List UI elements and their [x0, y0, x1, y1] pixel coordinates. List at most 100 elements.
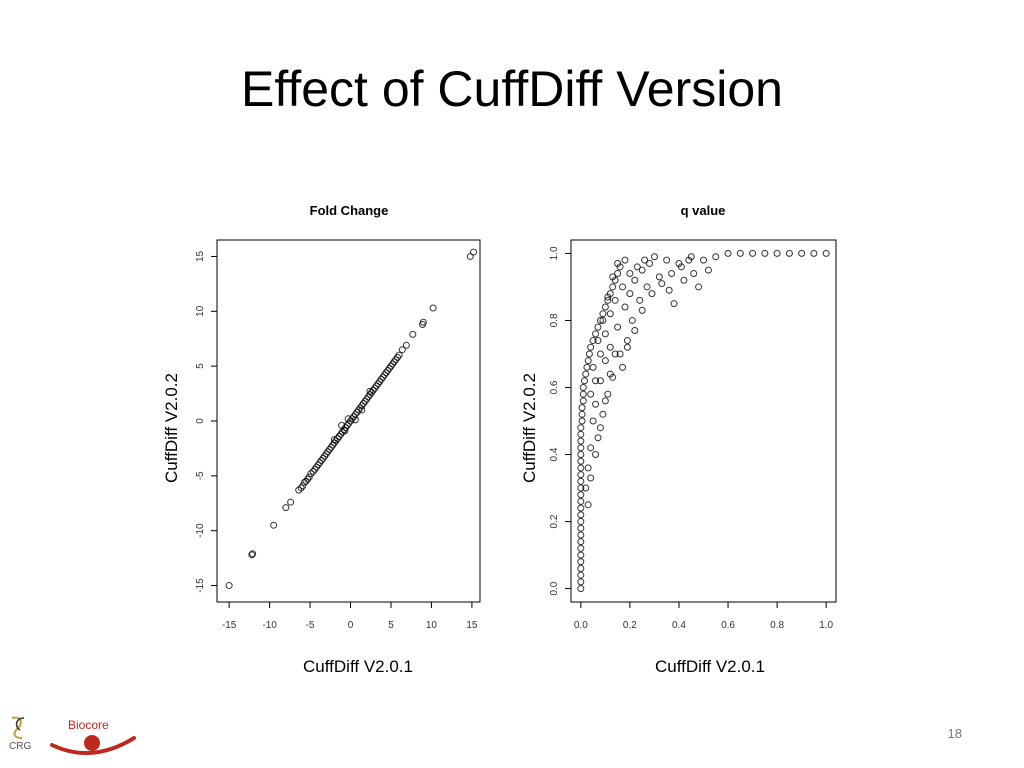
q-value-point: [626, 290, 634, 298]
fold-change-point: [302, 477, 310, 485]
fold-change-point: [345, 419, 353, 427]
fold-change-y-tick-label: 15: [195, 250, 206, 262]
q-value-point: [587, 343, 595, 351]
fold-change-point: [311, 465, 319, 473]
q-value-point: [700, 256, 707, 264]
fold-change-point: [366, 391, 374, 399]
q-value-point: [616, 350, 624, 358]
q-value-point: [621, 256, 629, 264]
fold-change-point: [351, 410, 359, 418]
q-value-point: [577, 430, 585, 438]
fold-change-point: [297, 484, 305, 492]
fold-change-y-label: CuffDiff V2.0.2: [162, 373, 181, 483]
fold-change-point: [392, 356, 400, 364]
q-value-point: [594, 337, 602, 345]
q-value-x-tick-label: 0.8: [770, 620, 784, 631]
q-value-point: [579, 383, 587, 391]
fold-change-point: [314, 461, 322, 469]
fold-change-point: [351, 416, 359, 424]
q-value-point: [690, 270, 698, 278]
q-value-point: [712, 253, 720, 261]
fold-change-point: [270, 521, 278, 529]
q-value-point: [621, 303, 629, 311]
q-value-y-ticks: 0.0 0.2 0.4 0.6 0.8 1.0: [549, 246, 571, 596]
q-value-point: [628, 316, 636, 324]
q-value-point: [646, 259, 654, 267]
q-value-x-tick-label: 0.6: [721, 620, 735, 631]
biocore-logo-text: Biocore: [68, 718, 109, 732]
q-value-point: [584, 357, 592, 365]
q-value-point: [589, 363, 597, 371]
q-value-point: [577, 464, 585, 472]
q-value-point: [704, 266, 712, 274]
page-number: 18: [947, 726, 962, 741]
q-value-plot: q value 0.0 0.2 0.4 0.6 0.8 1.0 0.00.20.40.60…: [520, 203, 837, 676]
biocore-logo: Biocore: [50, 718, 136, 755]
fold-change-point: [317, 456, 325, 464]
q-value-point: [577, 451, 585, 459]
fold-change-point: [316, 459, 324, 467]
fold-change-title: Fold Change: [310, 203, 389, 218]
q-value-point: [577, 471, 585, 479]
fold-change-y-tick-label: -10: [195, 523, 206, 538]
q-value-x-tick-label: 0.0: [574, 620, 588, 631]
q-value-point: [578, 417, 586, 425]
q-value-point: [658, 280, 666, 288]
slide-title: Effect of CuffDiff Version: [241, 61, 783, 117]
fold-change-point: [225, 582, 233, 590]
q-value-point: [577, 544, 585, 552]
q-value-point: [619, 363, 627, 371]
q-value-point: [604, 296, 612, 304]
fold-change-point: [330, 439, 338, 447]
q-value-point: [638, 306, 646, 314]
fold-change-point: [287, 498, 295, 506]
q-value-point: [611, 296, 619, 304]
fold-change-x-tick-label: 5: [388, 620, 394, 631]
q-value-point: [596, 350, 604, 358]
q-value-point: [577, 497, 585, 505]
q-value-point: [641, 256, 649, 264]
q-value-point: [599, 410, 607, 418]
q-value-point: [822, 249, 830, 257]
q-value-point: [587, 390, 595, 398]
fold-change-point: [398, 346, 406, 354]
q-value-point: [655, 273, 663, 281]
fold-change-point: [419, 318, 427, 326]
q-value-point: [611, 350, 619, 358]
fold-change-y-tick-label: 5: [195, 363, 206, 369]
q-value-point: [577, 518, 585, 526]
fold-change-point: [327, 443, 335, 451]
q-value-title: q value: [681, 203, 726, 218]
q-value-point: [585, 350, 593, 358]
fold-change-point: [282, 504, 290, 512]
q-value-point: [606, 310, 614, 318]
fold-change-point: [376, 378, 384, 386]
fold-change-x-tick-label: 10: [426, 620, 438, 631]
q-value-point: [577, 444, 585, 452]
fold-change-point: [402, 341, 410, 349]
q-value-x-tick-label: 1.0: [819, 620, 833, 631]
q-value-point: [582, 484, 590, 492]
q-value-point: [578, 410, 586, 418]
q-value-point: [577, 538, 585, 546]
crg-logo-text: CRG: [9, 741, 31, 752]
q-value-point: [596, 424, 604, 432]
q-value-point: [577, 585, 585, 593]
fold-change-x-tick-label: -15: [222, 620, 237, 631]
fold-change-plot: Fold Change -15 -10 -5 0 5 10 15 -15 -10 -5 0 5 10 1…: [162, 203, 481, 676]
q-value-point: [638, 266, 646, 274]
fold-change-point: [372, 382, 380, 390]
q-value-point: [592, 330, 600, 338]
q-value-point: [577, 524, 585, 532]
q-value-point: [623, 337, 631, 345]
q-value-point: [614, 270, 622, 278]
q-value-y-tick-label: 0.2: [549, 514, 560, 528]
q-value-point: [583, 363, 591, 371]
q-value-point: [589, 337, 597, 345]
q-value-point: [606, 370, 614, 378]
fold-change-point: [330, 436, 338, 444]
fold-change-point: [322, 450, 330, 458]
q-value-point: [599, 316, 607, 324]
fold-change-x-tick-label: -5: [306, 620, 315, 631]
fold-change-point: [409, 330, 417, 338]
